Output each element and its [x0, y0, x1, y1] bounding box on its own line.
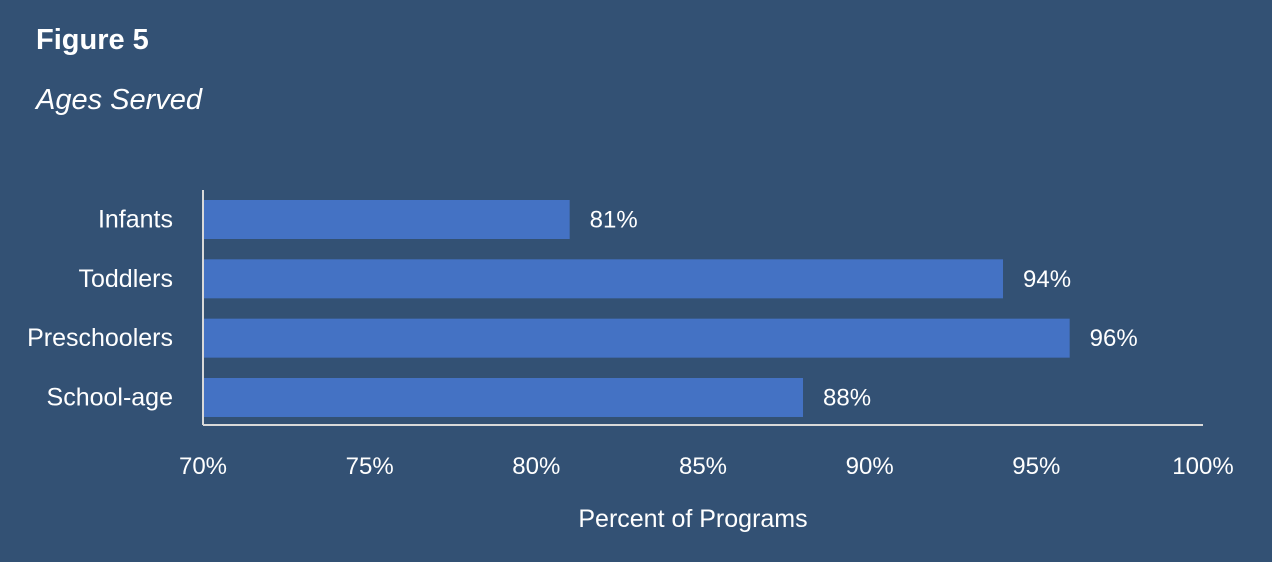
value-label: 88%	[823, 384, 871, 411]
x-tick-labels: 70% 75% 80% 85% 90% 95% 100%	[179, 453, 1234, 480]
category-labels: Infants Toddlers Preschoolers School-age	[27, 206, 173, 412]
figure-title: Ages Served	[36, 84, 203, 116]
bar-toddlers	[203, 259, 1003, 299]
x-tick-label: 70%	[179, 453, 227, 480]
category-label: Preschoolers	[27, 324, 173, 352]
bar-school-age	[203, 377, 803, 417]
value-label: 94%	[1023, 266, 1071, 293]
category-label: School-age	[47, 383, 173, 411]
figure-label: Figure 5	[36, 24, 149, 56]
value-label: 81%	[590, 207, 638, 234]
category-label: Toddlers	[79, 265, 174, 293]
x-tick-label: 100%	[1172, 453, 1233, 480]
x-tick-label: 95%	[1012, 453, 1060, 480]
bar-preschoolers	[203, 318, 1070, 358]
x-tick-label: 90%	[846, 453, 894, 480]
x-tick-label: 85%	[679, 453, 727, 480]
bar-infants	[203, 200, 570, 239]
x-axis-title: Percent of Programs	[578, 505, 807, 533]
x-tick-label: 80%	[512, 453, 560, 480]
value-labels: 81% 94% 96% 88%	[590, 207, 1138, 412]
x-tick-label: 75%	[346, 453, 394, 480]
axes-group	[202, 190, 1203, 426]
value-label: 96%	[1090, 325, 1138, 352]
bars-group	[203, 200, 1070, 417]
category-label: Infants	[98, 206, 173, 234]
